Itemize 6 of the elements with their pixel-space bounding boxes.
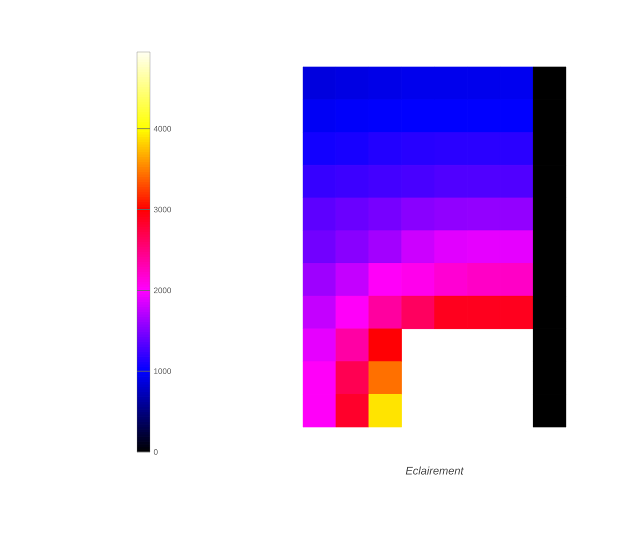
color-bar-label: 1000 — [154, 368, 172, 374]
color-bar-label: 4000 — [154, 126, 172, 132]
x-axis-title: Eclairement — [406, 466, 464, 475]
color-bar-label: 0 — [154, 449, 158, 455]
color-bar-label: 3000 — [154, 206, 172, 212]
color-bar-label: 2000 — [154, 288, 172, 294]
